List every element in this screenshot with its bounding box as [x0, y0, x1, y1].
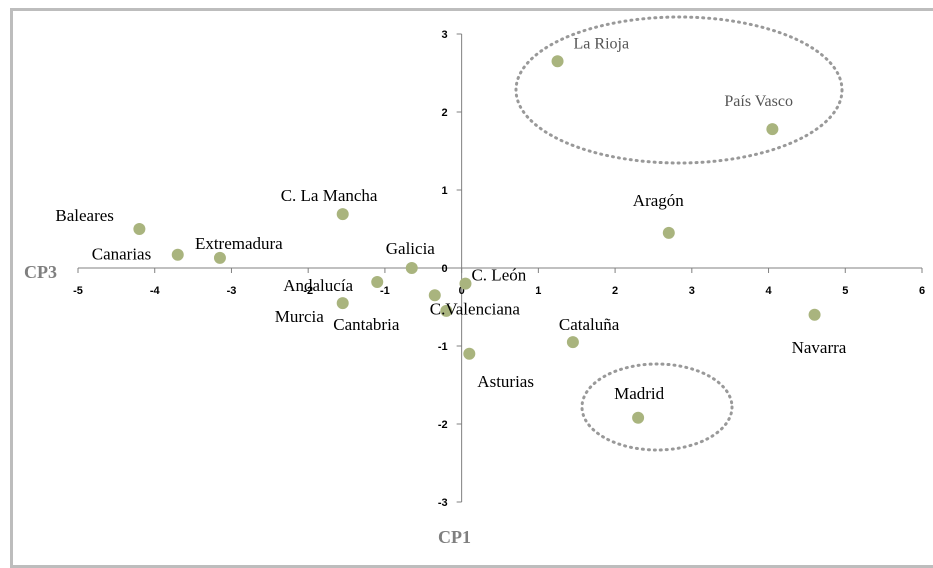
- point-label: Navarra: [792, 338, 847, 357]
- highlight-ellipse: [580, 362, 734, 452]
- data-point[interactable]: [405, 262, 418, 274]
- point-label: País Vasco: [724, 93, 793, 110]
- data-point[interactable]: [213, 251, 226, 264]
- y-tick-label: 2: [442, 107, 448, 119]
- data-point[interactable]: [808, 308, 821, 321]
- x-tick-label: 6: [919, 285, 925, 297]
- y-tick-label: -3: [438, 497, 448, 509]
- data-point[interactable]: [662, 226, 675, 239]
- x-tick-label: -3: [227, 285, 237, 297]
- point-label: Asturias: [477, 372, 534, 391]
- point-label: Madrid: [614, 384, 665, 403]
- chart-frame: [10, 8, 933, 568]
- point-label: C. La Mancha: [281, 186, 378, 205]
- point-label: C. León: [471, 266, 526, 285]
- point-label: Baleares: [55, 206, 114, 225]
- x-tick-label: 3: [689, 285, 695, 297]
- data-point[interactable]: [551, 55, 564, 68]
- y-tick-label: 1: [442, 185, 448, 197]
- x-axis-title: CP1: [438, 527, 471, 547]
- data-point[interactable]: [336, 297, 349, 310]
- y-tick-label: 3: [442, 29, 448, 41]
- highlight-ellipse: [514, 15, 844, 165]
- data-point[interactable]: [566, 336, 579, 349]
- data-point[interactable]: [459, 277, 472, 290]
- data-point[interactable]: [336, 208, 349, 221]
- point-label: Galicia: [386, 239, 436, 258]
- x-tick-label: 2: [612, 285, 618, 297]
- data-point[interactable]: [428, 289, 441, 302]
- x-tick-label: -4: [150, 285, 161, 297]
- x-tick-label: 5: [842, 285, 848, 297]
- point-label: C.Valenciana: [430, 299, 521, 318]
- y-tick-label: -2: [438, 419, 448, 431]
- x-tick-label: -2: [303, 285, 313, 297]
- data-point[interactable]: [133, 223, 146, 235]
- y-axis-title: CP3: [24, 262, 57, 282]
- point-label: Murcia: [275, 307, 325, 326]
- point-label: Canarias: [92, 245, 151, 264]
- data-point[interactable]: [171, 248, 184, 261]
- x-tick-label: 0: [459, 285, 465, 297]
- y-tick-label: 0: [442, 263, 448, 275]
- data-point[interactable]: [632, 411, 645, 424]
- data-point[interactable]: [463, 347, 476, 360]
- x-tick-label: -1: [380, 285, 390, 297]
- y-tick-label: -1: [438, 341, 448, 353]
- point-label: Cataluña: [559, 315, 620, 334]
- x-tick-label: 1: [535, 285, 541, 297]
- point-label: Andalucía: [283, 276, 353, 295]
- point-label: La Rioja: [574, 35, 630, 52]
- point-label: Cantabria: [333, 315, 400, 334]
- x-tick-label: 4: [765, 285, 772, 297]
- point-label: Aragón: [633, 191, 684, 210]
- data-point[interactable]: [766, 123, 779, 136]
- data-point[interactable]: [371, 276, 384, 289]
- data-point[interactable]: [440, 304, 453, 317]
- x-tick-label: -5: [73, 285, 83, 297]
- point-label: Extremadura: [195, 234, 283, 253]
